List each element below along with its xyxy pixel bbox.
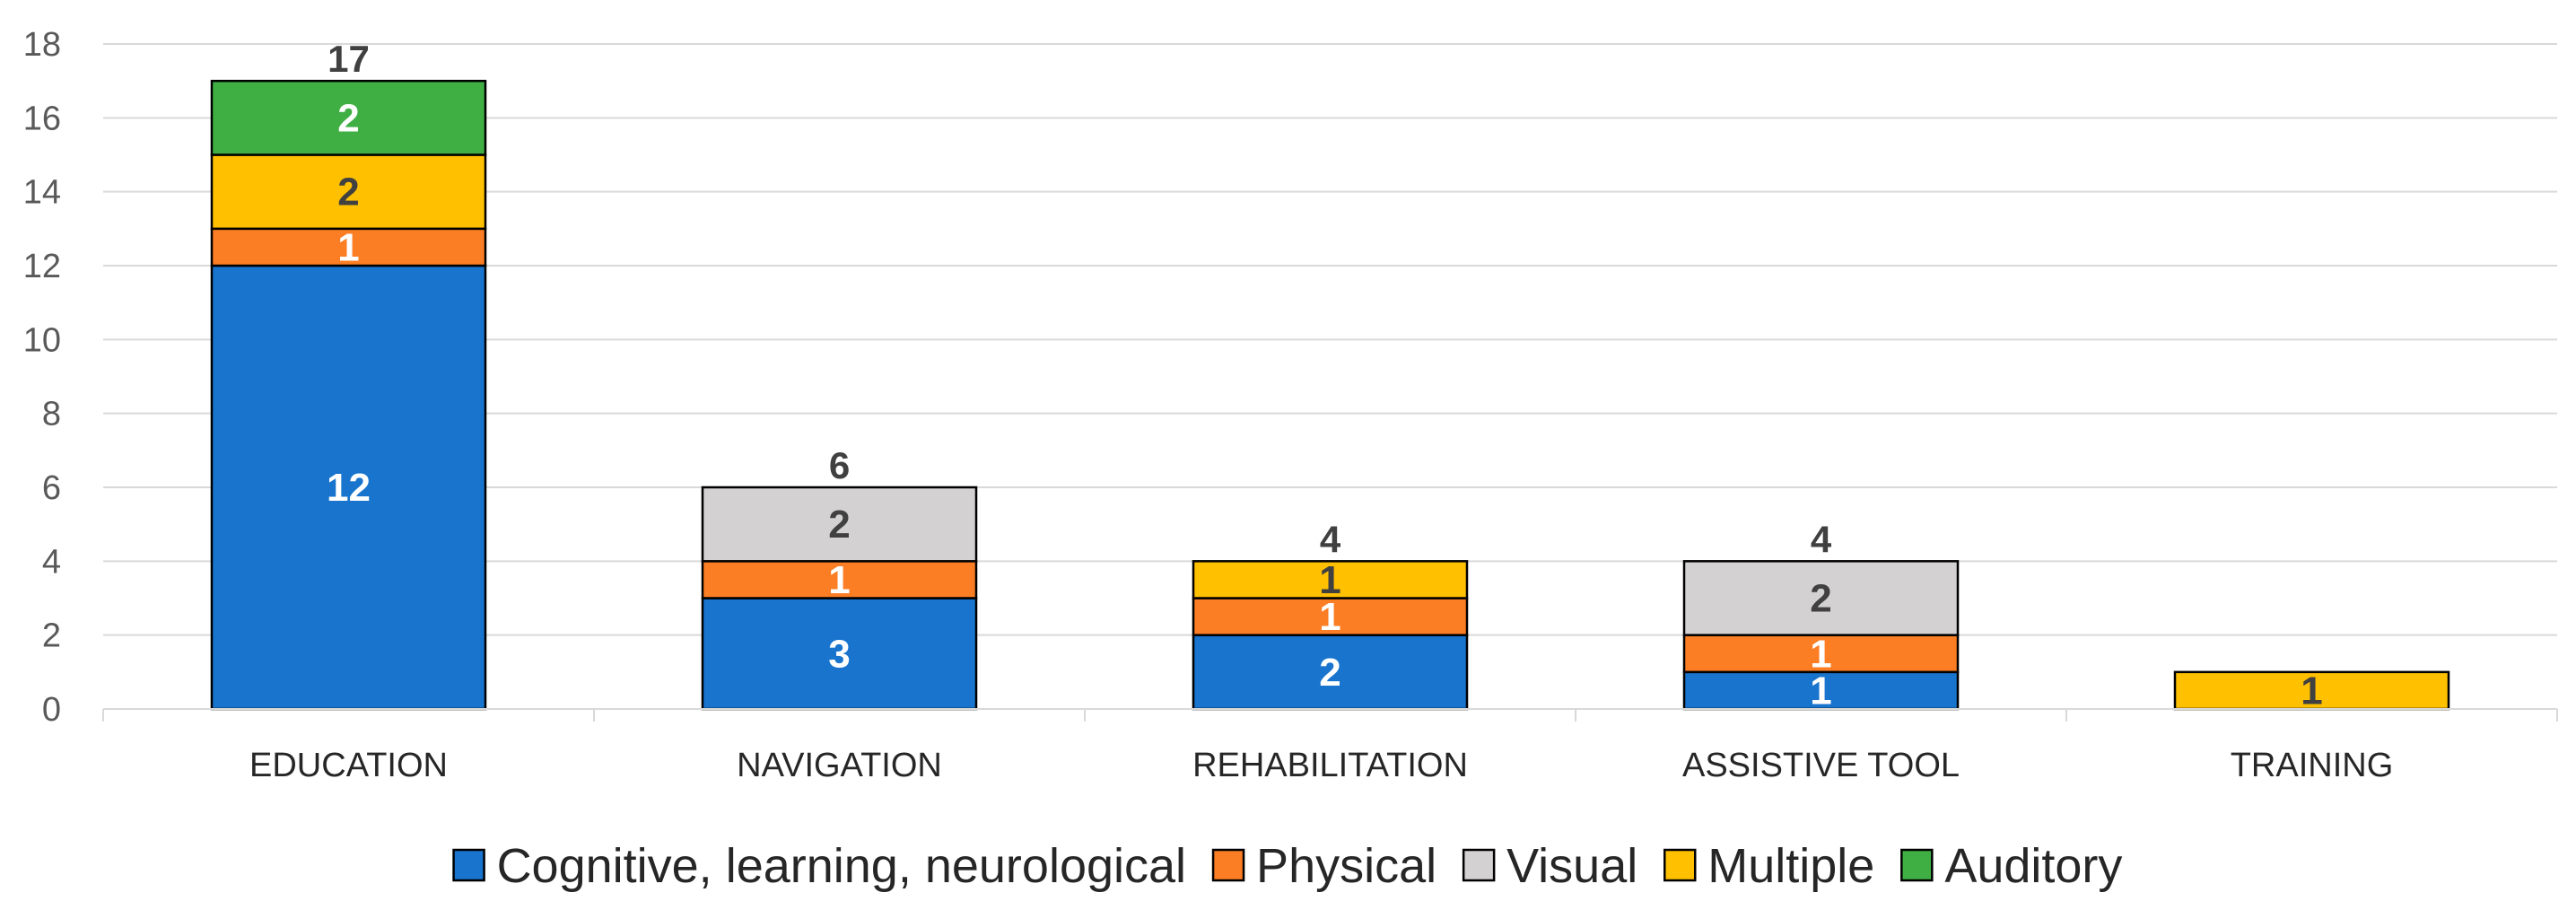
y-tick-label: 6: [42, 469, 61, 507]
bar-segment: [1192, 560, 1469, 599]
y-tick-label: 8: [42, 396, 61, 433]
bar-segment: [701, 486, 978, 563]
bar-segment: [1682, 560, 1960, 636]
x-category-label: NAVIGATION: [737, 747, 942, 784]
segment-value-label: 2: [1810, 577, 1831, 621]
y-tick-label: 0: [42, 691, 61, 729]
legend-swatch: [1900, 848, 1934, 882]
y-tick-label: 10: [23, 321, 61, 359]
x-category-label: ASSISTIVE TOOL: [1682, 747, 1960, 784]
segment-value-label: 2: [337, 171, 359, 214]
bar-segment: [1192, 597, 1469, 636]
x-category-label: EDUCATION: [249, 747, 448, 784]
segment-value-label: 1: [2301, 669, 2322, 713]
bar-total-label: 6: [829, 444, 850, 486]
x-category-label: REHABILITATION: [1192, 747, 1468, 784]
segment-value-label: 3: [828, 632, 850, 676]
legend-label: Auditory: [1944, 839, 2122, 893]
legend-label: Visual: [1506, 839, 1637, 893]
bar-segment: [2173, 670, 2450, 711]
legend-swatch: [1663, 848, 1697, 882]
segment-value-label: 1: [1319, 595, 1340, 639]
segment-value-label: 1: [1810, 632, 1831, 676]
y-tick-label: 2: [42, 617, 61, 655]
y-tick-label: 14: [23, 174, 61, 212]
segment-value-label: 1: [1810, 669, 1831, 713]
bar-total-label: 4: [1811, 518, 1832, 560]
bar-total-label: 17: [327, 38, 370, 80]
legend-swatch: [1462, 848, 1496, 882]
segment-value-label: 1: [1319, 558, 1340, 602]
legend-label: Physical: [1256, 839, 1436, 893]
legend: Cognitive, learning, neurological Physica…: [452, 839, 2122, 893]
y-tick-label: 12: [23, 248, 61, 285]
y-tick-label: 18: [23, 26, 61, 64]
bar-segment: [1682, 634, 1960, 674]
bar-segment: [1192, 634, 1469, 711]
segment-value-label: 2: [1319, 651, 1340, 695]
y-axis: 0 2 4 6 8 10 12 14 16 18: [23, 26, 61, 729]
gridlines: [103, 43, 2557, 636]
bar-segment: [701, 560, 978, 599]
legend-swatch: [452, 848, 485, 882]
segment-value-label: 1: [337, 225, 359, 269]
segment-value-label: 2: [828, 503, 850, 547]
legend-label: Multiple: [1707, 839, 1874, 893]
segment-value-label: 1: [828, 558, 850, 602]
segment-value-label: 12: [327, 466, 371, 510]
y-tick-label: 16: [23, 100, 61, 137]
bar-segment: [210, 79, 487, 156]
bar-total-label: 4: [1320, 518, 1341, 560]
x-category-label: TRAINING: [2231, 747, 2394, 784]
bar-segment: [210, 264, 487, 711]
x-axis: EDUCATION NAVIGATION REHABILITATION ASSISTI…: [102, 708, 2558, 784]
bar-segment: [210, 227, 487, 267]
y-tick-label: 4: [42, 543, 61, 581]
segment-value-label: 2: [337, 96, 359, 140]
legend-swatch: [1211, 848, 1245, 882]
legend-label: Cognitive, learning, neurological: [497, 839, 1186, 893]
